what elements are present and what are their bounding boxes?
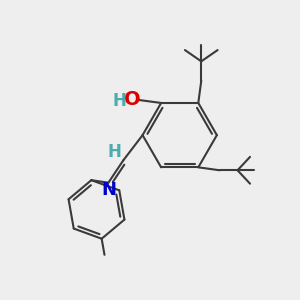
Text: O: O [124, 91, 141, 110]
Text: N: N [101, 181, 116, 199]
Text: H: H [107, 143, 121, 161]
Text: H: H [112, 92, 127, 110]
